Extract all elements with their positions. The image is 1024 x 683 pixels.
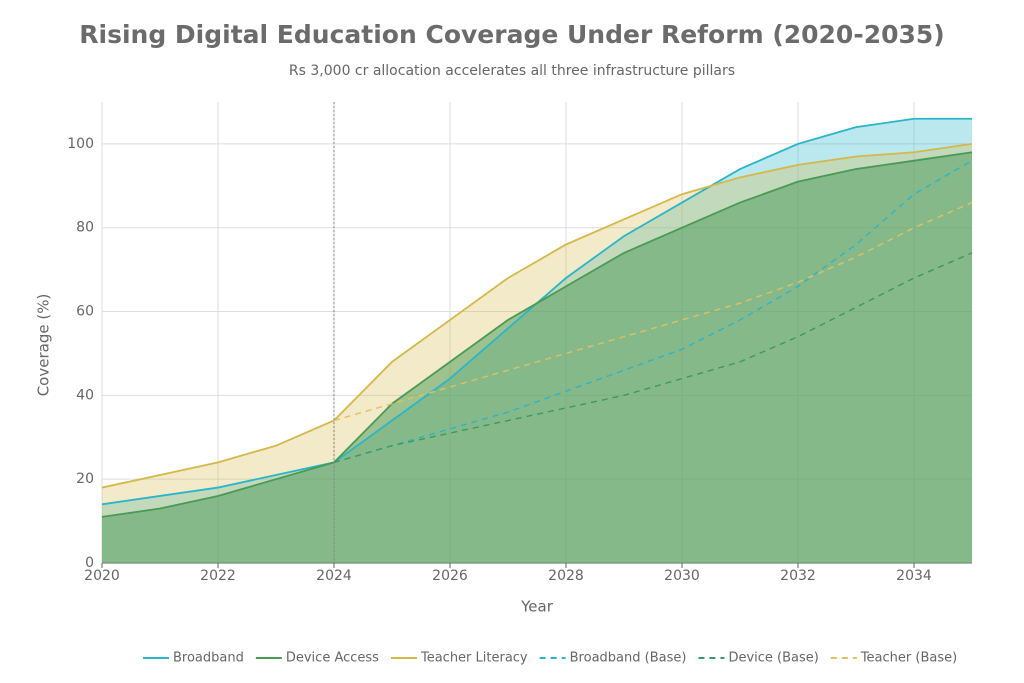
- y-tick-label: 80: [76, 220, 94, 236]
- line: [101, 143, 973, 489]
- legend-label: Broadband (Base): [570, 651, 687, 666]
- x-tick-label: 2032: [780, 568, 816, 584]
- legend-label: Teacher Literacy: [420, 651, 528, 666]
- x-tick-label: 2026: [432, 568, 468, 584]
- legend-label: Device (Base): [728, 651, 818, 666]
- y-tick-label: 60: [76, 304, 94, 320]
- x-tick-label: 2022: [200, 568, 236, 584]
- legend-label: Teacher (Base): [860, 651, 957, 666]
- x-tick-label: 2030: [664, 568, 700, 584]
- line: [101, 151, 973, 518]
- x-tick-label: 2020: [84, 568, 120, 584]
- x-tick-label: 2028: [548, 568, 584, 584]
- x-axis-label: Year: [520, 598, 554, 616]
- y-tick-label: 100: [67, 136, 94, 152]
- baseline-line: [333, 201, 973, 422]
- y-tick-label: 0: [85, 555, 94, 571]
- baseline-line: [333, 160, 973, 464]
- chart-subtitle: Rs 3,000 cr allocation accelerates all t…: [289, 63, 735, 79]
- y-tick-label: 40: [76, 387, 94, 403]
- legend: Broadband Device Access Teacher Literacy Br…: [143, 651, 957, 666]
- area: [102, 152, 972, 564]
- legend-label: Broadband: [173, 651, 244, 666]
- y-axis-label: Coverage (%): [35, 294, 53, 397]
- x-tick-label: 2034: [896, 568, 932, 584]
- x-tick-label: 2024: [316, 568, 352, 584]
- chart-title: Rising Digital Education Coverage Under …: [79, 20, 944, 49]
- legend-label: Device Access: [286, 651, 379, 666]
- y-tick-label: 20: [76, 471, 94, 487]
